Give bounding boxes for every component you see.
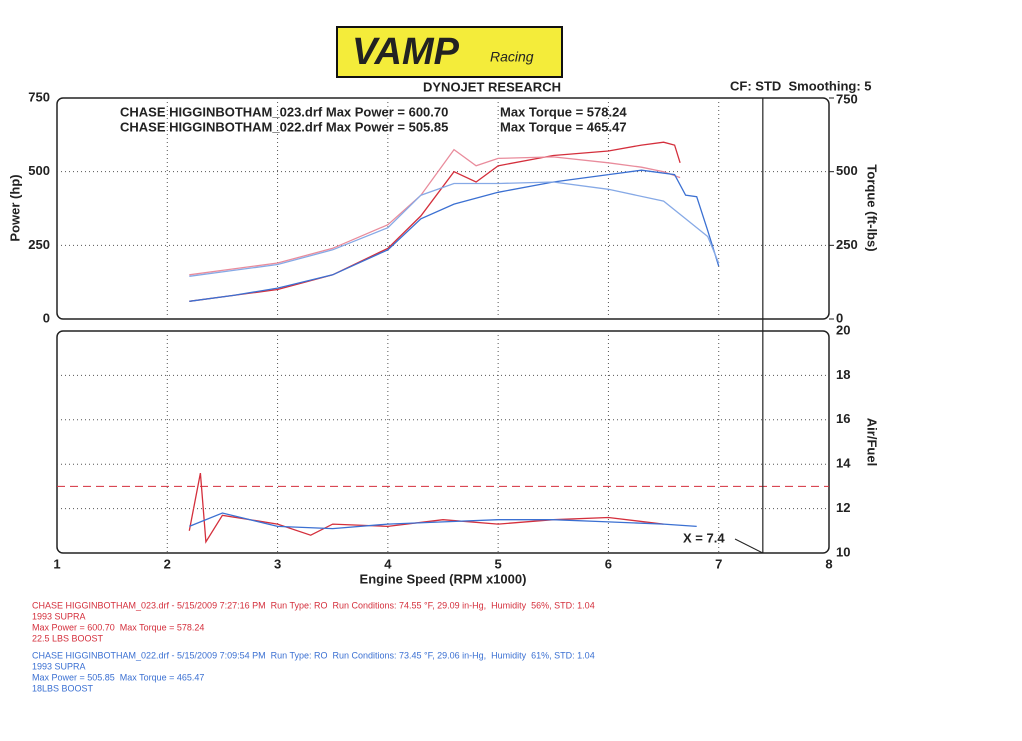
note-line: 1993 SUPRA [32,611,86,621]
y-tick-label: 10 [836,544,850,559]
note-line: CHASE HIGGINBOTHAM_023.drf - 5/15/2009 7… [32,600,595,610]
note-line: 18LBS BOOST [32,683,94,693]
logo-box [336,26,563,78]
x-tick-label: 5 [495,556,502,571]
x-tick-label: 1 [53,556,60,571]
y-tick-label: 250 [28,237,50,252]
y-axis-title: Air/Fuel [865,418,880,466]
note-line: 22.5 LBS BOOST [32,633,104,643]
x-tick-label: 7 [715,556,722,571]
cursor-leader [734,538,764,554]
x-tick-label: 3 [274,556,281,571]
logo: VAMP [352,31,460,73]
plot-frame [56,330,830,554]
y2-tick-label: 750 [836,91,858,106]
y2-axis-title: Torque (ft-lbs) [865,164,880,251]
plot-frame [56,97,830,320]
x-axis-title: Engine Speed (RPM x1000) [360,571,527,586]
y2-tick-label: 250 [836,237,858,252]
note-line: 1993 SUPRA [32,661,86,671]
note-line: Max Power = 505.85 Max Torque = 465.47 [32,672,204,682]
x-tick-label: 2 [164,556,171,571]
y2-tick-label: 500 [836,163,858,178]
data-line [189,169,720,302]
x-tick-label: 4 [384,556,392,571]
x-tick-label: 6 [605,556,612,571]
y-tick-label: 500 [28,163,50,178]
header-settings: CF: STD Smoothing: 5 [730,78,872,93]
y-tick-label: 16 [836,411,850,426]
note-line: Max Power = 600.70 Max Torque = 578.24 [32,622,204,632]
data-line [189,181,720,277]
data-line [189,512,697,530]
y2-tick-label: 0 [836,310,843,325]
logo-sub: Racing [490,49,534,65]
annotation: CHASE HIGGINBOTHAM_023.drf Max Power = 6… [120,104,448,119]
annotation: Max Torque = 578.24 [500,104,627,119]
y-tick-label: 0 [43,310,50,325]
note-line: CHASE HIGGINBOTHAM_022.drf - 5/15/2009 7… [32,650,595,660]
data-line [189,141,681,302]
annotation: Max Torque = 465.47 [500,119,627,134]
x-tick-label: 8 [825,556,832,571]
header-title: DYNOJET RESEARCH [423,79,561,94]
y-tick-label: 18 [836,367,850,382]
y-tick-label: 750 [28,89,50,104]
y-tick-label: 12 [836,500,850,515]
y-tick-label: 20 [836,322,850,337]
y-axis-title: Power (hp) [7,174,22,241]
annotation: CHASE HIGGINBOTHAM_022.drf Max Power = 5… [120,119,448,134]
cursor-label: X = 7.4 [683,530,725,545]
y-tick-label: 14 [836,456,851,471]
data-line [189,148,681,276]
